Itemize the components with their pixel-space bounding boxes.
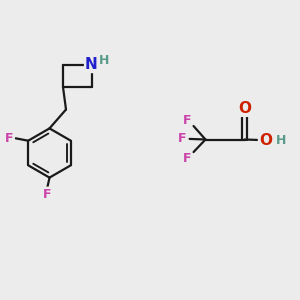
Text: F: F: [5, 132, 14, 145]
Text: N: N: [85, 57, 98, 72]
Text: O: O: [238, 101, 251, 116]
Text: O: O: [259, 133, 272, 148]
Text: F: F: [183, 113, 191, 127]
Text: F: F: [183, 152, 191, 165]
Text: H: H: [276, 134, 286, 147]
Text: F: F: [178, 132, 186, 146]
Text: H: H: [99, 54, 109, 68]
Text: F: F: [43, 188, 51, 201]
